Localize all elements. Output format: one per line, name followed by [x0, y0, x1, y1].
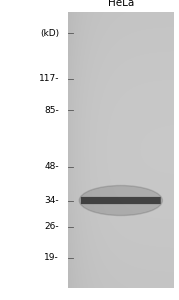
Text: 117-: 117-: [38, 74, 59, 83]
Text: 19-: 19-: [44, 254, 59, 262]
Text: (kD): (kD): [40, 29, 59, 38]
FancyBboxPatch shape: [81, 197, 161, 204]
Text: 26-: 26-: [44, 223, 59, 232]
Text: HeLa: HeLa: [108, 0, 134, 8]
Text: 48-: 48-: [44, 162, 59, 171]
Text: 34-: 34-: [44, 196, 59, 205]
Text: 85-: 85-: [44, 106, 59, 115]
Ellipse shape: [79, 185, 162, 215]
